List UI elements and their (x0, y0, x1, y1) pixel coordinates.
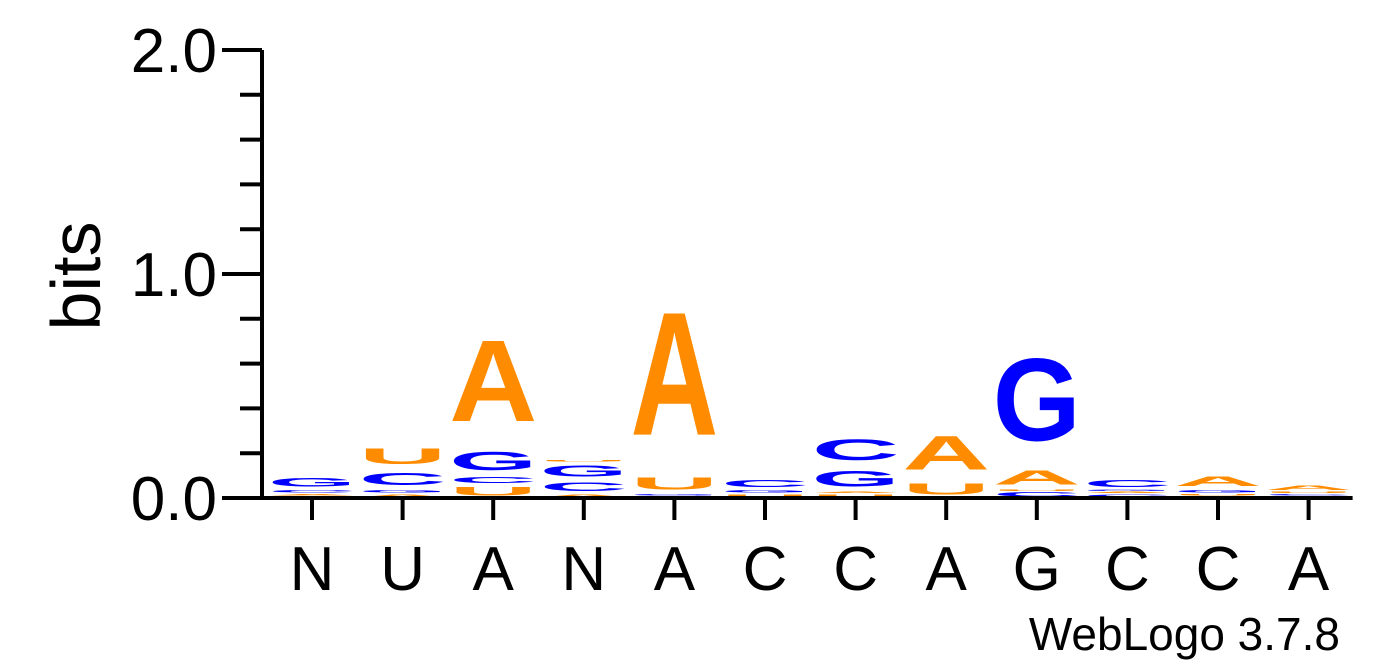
logo-letter-G: G (1083, 489, 1171, 491)
y-axis-label: bits (37, 222, 115, 331)
logo-letter-A: A (902, 426, 990, 480)
logo-letter-A: A (268, 494, 356, 496)
logo-letter-G: G (630, 494, 718, 496)
logo-letter-G: G (449, 447, 537, 476)
logo-letter-G: G (540, 462, 628, 480)
x-tick-label: A (926, 535, 968, 604)
logo-letter-G: G (721, 489, 809, 493)
logo-letter-G: G (359, 489, 447, 493)
logo-letter-U: U (449, 485, 537, 498)
logo-letter-C: C (721, 478, 809, 489)
logo-letter-C: C (993, 491, 1081, 498)
x-tick-label: C (1196, 535, 1241, 604)
logo-letter-A: A (1265, 485, 1353, 492)
weblogo-credit: WebLogo 3.7.8 (1029, 608, 1340, 660)
logo-letter-A: A (540, 494, 628, 498)
x-tick-label: A (1288, 535, 1330, 604)
logo-letter-U: U (540, 460, 628, 462)
logo-letter-C: C (449, 476, 537, 485)
logo-letter-U: U (1265, 491, 1353, 493)
logo-letter-G: G (268, 476, 356, 489)
logo-letter-U: U (993, 489, 1081, 491)
logo-letter-C: C (1265, 494, 1353, 496)
logo-letter-A: A (359, 494, 447, 498)
logo-letter-A: A (449, 317, 537, 447)
logo-letter-C: C (1083, 478, 1171, 489)
logo-letter-C: C (540, 480, 628, 493)
logo-letter-A: A (1083, 491, 1171, 493)
logo-letter-A: A (1174, 473, 1262, 489)
logo-letter-A: A (812, 491, 900, 493)
logo-letter-U: U (902, 480, 990, 498)
x-tick-label: N (561, 535, 606, 604)
logo-letter-U: U (812, 494, 900, 498)
x-tick-label: C (743, 535, 788, 604)
x-tick-label: U (380, 535, 425, 604)
y-tick-label: 2.0 (131, 17, 217, 86)
x-tick-label: A (654, 535, 696, 604)
y-tick-label: 1.0 (131, 241, 217, 310)
x-tick-label: C (833, 535, 878, 604)
logo-letter-C: C (268, 489, 356, 493)
logo-letter-G: G (993, 335, 1081, 467)
logo-letter-C: C (1083, 494, 1171, 498)
logo-letter-A: A (630, 277, 718, 474)
logo-letter-U: U (359, 444, 447, 469)
logo-letter-G: G (1174, 489, 1262, 493)
logo-stacks: UACGAGCUUCGAACGUUGUAUGCUAGCUACUAGCAGCCUG… (268, 277, 1353, 498)
x-tick-label: C (1105, 535, 1150, 604)
y-tick-label: 0.0 (131, 465, 217, 534)
x-tick-label: N (290, 535, 335, 604)
logo-letter-U: U (1174, 494, 1262, 496)
logo-letter-U: U (630, 473, 718, 493)
logo-letter-C: C (812, 433, 900, 466)
x-tick-label: A (473, 535, 515, 604)
axes: 0.01.02.0N U A N A C C A G C C A (131, 17, 1353, 604)
logo-letter-A: A (993, 467, 1081, 489)
x-tick-label: G (1013, 535, 1061, 604)
logo-letter-C: C (359, 469, 447, 489)
logo-letter-G: G (812, 467, 900, 492)
logo-letter-U: U (721, 494, 809, 498)
